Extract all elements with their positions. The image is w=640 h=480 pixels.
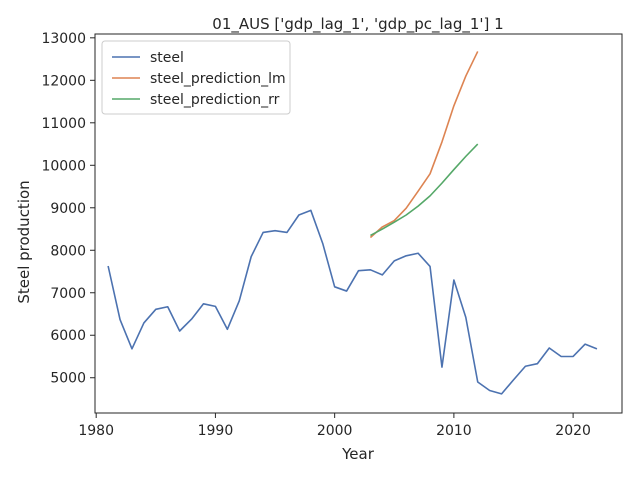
x-tick-label: 2020	[555, 423, 591, 439]
y-tick-label: 5000	[50, 371, 86, 387]
y-tick-label: 8000	[50, 243, 86, 259]
y-tick-label: 10000	[41, 158, 86, 174]
legend-label: steel_prediction_rr	[150, 92, 280, 108]
chart-title: 01_AUS ['gdp_lag_1', 'gdp_pc_lag_1'] 1	[212, 15, 503, 34]
x-tick-label: 2000	[317, 423, 353, 439]
y-tick-label: 7000	[50, 286, 86, 302]
x-axis-label: Year	[341, 445, 375, 463]
y-tick-label: 9000	[50, 201, 86, 217]
y-axis-label: Steel production	[15, 180, 33, 303]
y-tick-label: 12000	[41, 73, 86, 89]
x-tick-label: 1990	[198, 423, 234, 439]
legend-label: steel_prediction_lm	[150, 71, 286, 87]
legend-box	[101, 40, 291, 115]
plot-frame	[94, 33, 623, 414]
series-line-steel	[107, 209, 598, 395]
x-tick-label: 2010	[436, 423, 472, 439]
plot-area	[94, 33, 623, 414]
y-axis: 5000 6000 7000 8000 9000 10000 11000 12000 13000	[41, 31, 95, 387]
y-tick-label: 11000	[41, 116, 86, 132]
x-tick-label: 1980	[78, 423, 114, 439]
y-tick-label: 6000	[50, 328, 86, 344]
legend-label: steel	[150, 50, 184, 66]
series-line-steel-prediction-lm	[369, 51, 479, 239]
y-tick-label: 13000	[41, 31, 86, 47]
series-line-steel-prediction-rr	[370, 143, 479, 237]
x-axis: 1980 1990 2000 2010 2020	[78, 413, 591, 439]
legend: steel steel_prediction_lm steel_prediction…	[101, 40, 291, 115]
